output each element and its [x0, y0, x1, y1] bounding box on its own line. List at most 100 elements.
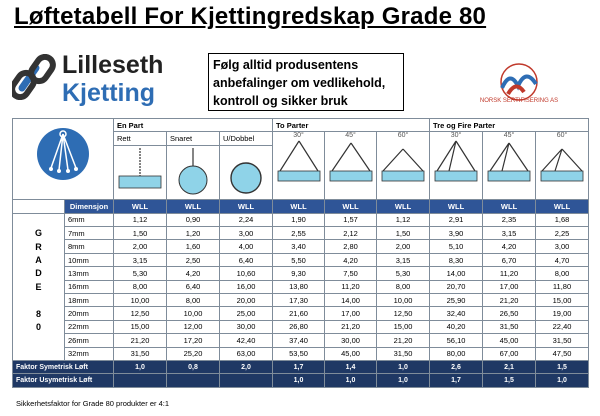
wll-value: 42,40 — [218, 333, 274, 348]
notice-line: kontroll og sikker bruk — [213, 94, 348, 108]
table-row: 18mm 10,00 8,00 20,00 17,30 14,00 10,00 25,90 21… — [12, 293, 590, 308]
wll-value: 21,20 — [113, 333, 167, 348]
wll-value: 11,20 — [482, 266, 537, 281]
wll-value: 67,00 — [482, 346, 537, 361]
grade-letter — [12, 347, 65, 361]
wll-value: 16,00 — [218, 279, 274, 295]
table-row: G 7mm 1,50 1,20 3,00 2,55 2,12 1,50 3,90 3,15 2,25 — [12, 226, 590, 241]
wll-value: 31,50 — [482, 319, 537, 335]
wll-value: 8,00 — [376, 279, 431, 295]
wll-value: 4,20 — [482, 239, 537, 254]
header-wll: WLL — [482, 199, 537, 214]
wll-value: 47,50 — [535, 346, 590, 361]
footnote: Sikkerhetsfaktor for Grade 80 produkter … — [16, 399, 169, 408]
subheader-rett: Rett — [113, 131, 167, 146]
wll-value: 8,00 — [166, 293, 220, 308]
wll-value: 5,50 — [272, 252, 326, 268]
wll-value: 20,00 — [218, 293, 274, 308]
sling-udobbel — [218, 144, 274, 201]
wll-value: 0,90 — [166, 212, 220, 228]
sling-snaret — [166, 144, 220, 201]
wll-value: 20,70 — [429, 279, 484, 295]
wll-value: 2,24 — [218, 212, 274, 228]
wll-value: 1,68 — [535, 212, 590, 228]
grade-letter: E — [12, 280, 65, 294]
wll-value: 14,00 — [324, 293, 378, 308]
wll-value: 4,00 — [218, 239, 274, 254]
wll-value: 3,90 — [429, 226, 484, 241]
wll-value: 1,57 — [324, 212, 378, 228]
dimension-cell: 8mm — [64, 239, 114, 254]
wll-value: 1,60 — [166, 239, 220, 254]
notice-line: Følg alltid produsentens — [213, 58, 359, 72]
wll-value: 3,15 — [113, 252, 167, 268]
brand-name-line1: Lilleseth — [62, 51, 164, 79]
header-wll: WLL — [535, 199, 590, 214]
table-row: D 13mm 5,30 4,20 10,60 9,30 7,50 5,30 14,00 11,20… — [12, 266, 590, 281]
group-header-tre-fire: Tre og Fire Parter — [429, 117, 590, 133]
dimension-cell: 20mm — [64, 306, 114, 321]
wll-value: 31,50 — [535, 333, 590, 348]
wll-value: 2,25 — [535, 226, 590, 241]
factor-value: 1,0 — [535, 373, 590, 388]
multi-leg-sling-30-icon — [434, 141, 478, 182]
table-row: 26mm 21,20 17,20 42,40 37,40 30,00 21,20 56,10 4… — [12, 333, 590, 348]
header-wll: WLL — [166, 199, 220, 214]
wll-value: 2,00 — [376, 239, 431, 254]
factor-value: 1,7 — [272, 359, 326, 375]
wll-value: 2,80 — [324, 239, 378, 254]
sling-60-two: 60° — [376, 131, 431, 201]
wll-value: 31,50 — [376, 346, 431, 361]
wll-value: 30,00 — [218, 319, 274, 335]
factor-value — [218, 373, 274, 388]
wll-value: 11,80 — [535, 279, 590, 295]
angle-label: 60° — [397, 132, 409, 140]
wll-value: 8,00 — [535, 266, 590, 281]
wll-value: 10,00 — [376, 293, 431, 308]
wll-value: 32,40 — [429, 306, 484, 321]
wll-value: 17,00 — [324, 306, 378, 321]
factor-value — [166, 373, 220, 388]
two-leg-sling-45-icon — [329, 143, 372, 182]
subheader-udobbel: U/Dobbel — [218, 131, 274, 146]
dimension-cell: 6mm — [64, 212, 114, 228]
wll-value: 30,00 — [324, 333, 378, 348]
wll-value: 25,20 — [166, 346, 220, 361]
wll-value: 21,20 — [324, 319, 378, 335]
wll-value: 3,00 — [535, 239, 590, 254]
wll-value: 31,50 — [113, 346, 167, 361]
basket-sling-icon — [230, 162, 262, 194]
wll-value: 7,50 — [324, 266, 378, 281]
dimension-cell: 32mm — [64, 346, 114, 361]
wll-value: 45,00 — [324, 346, 378, 361]
factor-value: 1,0 — [324, 373, 378, 388]
header-blank — [12, 199, 65, 214]
wll-value: 3,15 — [482, 226, 537, 241]
sling-30-four: 30° — [429, 131, 484, 201]
table-row: 8 20mm 12,50 10,00 25,00 21,60 17,00 12,50 32,40… — [12, 306, 590, 321]
wll-value: 21,60 — [272, 306, 326, 321]
brand-name-line2: Kjetting — [62, 79, 156, 107]
wll-value: 5,30 — [113, 266, 167, 281]
wll-value: 17,30 — [272, 293, 326, 308]
grade-letter — [12, 333, 65, 348]
factor-value: 1,0 — [376, 359, 431, 375]
sling-45-four: 45° — [482, 131, 537, 201]
multi-leg-sling-60-icon — [540, 148, 584, 182]
four-leg-chain-icon — [37, 128, 89, 181]
wll-value: 3,00 — [218, 226, 274, 241]
wll-value: 10,00 — [166, 306, 220, 321]
wll-value: 45,00 — [482, 333, 537, 348]
factor-value: 2,6 — [429, 359, 484, 375]
grade-letter: 0 — [12, 320, 65, 334]
dimension-cell: 10mm — [64, 252, 114, 268]
factor-value: 2,1 — [482, 359, 537, 375]
header-wll: WLL — [376, 199, 431, 214]
wll-value: 12,00 — [166, 319, 220, 335]
wll-value: 63,00 — [218, 346, 274, 361]
header-wll: WLL — [324, 199, 378, 214]
header-wll: WLL — [429, 199, 484, 214]
multi-leg-sling-45-icon — [487, 143, 531, 182]
certification-logo — [500, 63, 538, 101]
wll-value: 80,00 — [429, 346, 484, 361]
